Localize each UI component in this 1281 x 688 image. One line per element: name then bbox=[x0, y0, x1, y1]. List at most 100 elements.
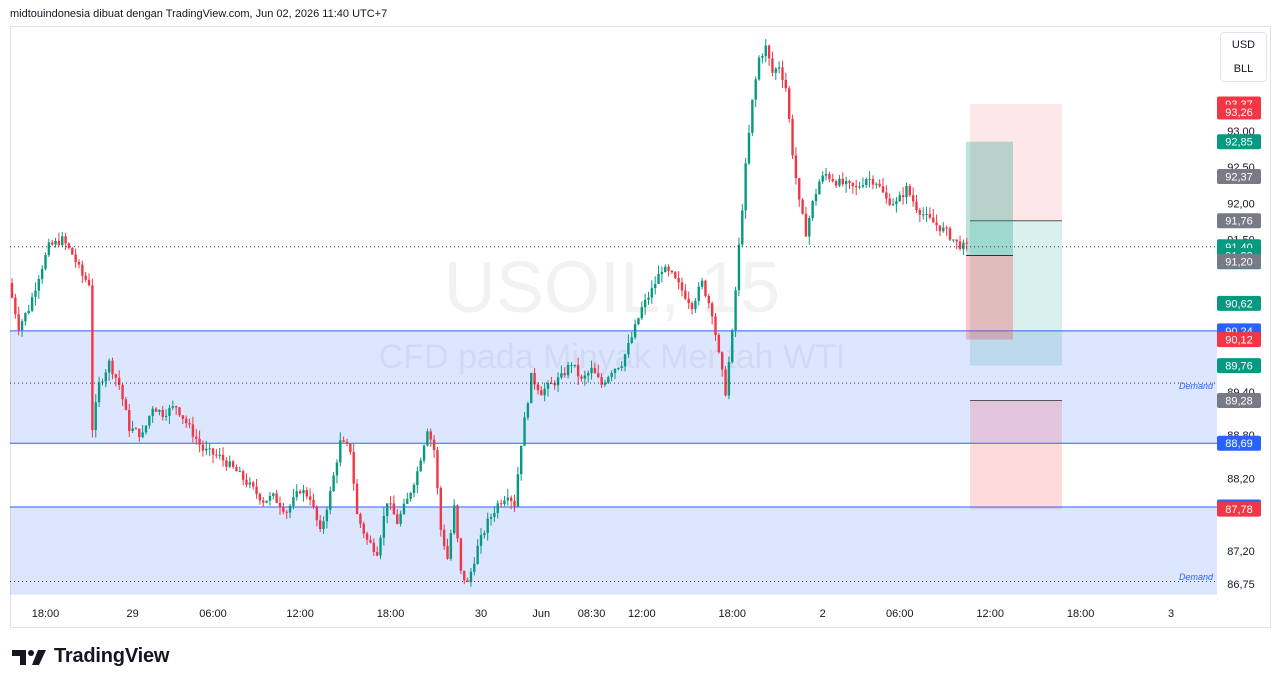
candle bbox=[355, 478, 359, 515]
candle-body bbox=[573, 364, 576, 366]
candle bbox=[560, 365, 563, 380]
candle-body bbox=[141, 432, 144, 438]
candle bbox=[955, 239, 958, 250]
candle-body bbox=[134, 428, 138, 430]
candle bbox=[784, 72, 788, 92]
unit-label[interactable]: BLL bbox=[1233, 63, 1254, 75]
candle-body bbox=[312, 499, 315, 507]
currency-label[interactable]: USD bbox=[1231, 39, 1256, 51]
candle bbox=[952, 239, 955, 243]
candle-body bbox=[121, 384, 124, 400]
candle-body bbox=[875, 183, 878, 185]
x-tick-label: 08:30 bbox=[578, 608, 606, 620]
candle bbox=[362, 521, 365, 539]
candle bbox=[617, 367, 620, 371]
candle bbox=[275, 489, 278, 504]
candle-body bbox=[375, 551, 379, 556]
candle bbox=[613, 368, 617, 379]
candle-body bbox=[523, 417, 526, 446]
candle bbox=[141, 425, 144, 439]
candle-body bbox=[104, 372, 107, 382]
candle bbox=[111, 357, 114, 380]
candle-body bbox=[57, 240, 61, 246]
target-zone-position-1 bbox=[966, 141, 1013, 256]
candle-body bbox=[841, 178, 844, 185]
candle bbox=[138, 428, 141, 442]
candle bbox=[77, 259, 81, 269]
candle bbox=[543, 382, 546, 402]
candle-body bbox=[637, 318, 640, 325]
candle-body bbox=[164, 415, 168, 417]
candle bbox=[798, 177, 801, 207]
candle-body bbox=[560, 373, 563, 378]
candle-body bbox=[205, 448, 208, 451]
stop-zone-position-1 bbox=[966, 255, 1013, 340]
candle bbox=[640, 301, 643, 320]
y-tick-label: 86,75 bbox=[1227, 579, 1255, 591]
candle-body bbox=[788, 88, 791, 119]
candle-body bbox=[416, 471, 419, 486]
candle bbox=[506, 489, 509, 506]
candle-body bbox=[295, 491, 298, 498]
candle bbox=[503, 495, 506, 507]
candle-body bbox=[650, 288, 654, 298]
candle bbox=[178, 406, 181, 417]
candle bbox=[767, 44, 771, 66]
candle bbox=[932, 208, 935, 223]
price-label-background bbox=[1217, 358, 1261, 374]
candle-body bbox=[432, 439, 436, 451]
candle bbox=[958, 235, 962, 251]
candle bbox=[295, 484, 298, 501]
candle-body bbox=[868, 179, 871, 181]
candle bbox=[459, 537, 463, 575]
candle-body bbox=[942, 227, 945, 232]
candle bbox=[131, 420, 134, 433]
candle bbox=[509, 495, 513, 510]
candle-body bbox=[808, 218, 811, 237]
candle-body bbox=[496, 503, 499, 514]
candle bbox=[396, 509, 399, 525]
brand-logo[interactable]: TradingView bbox=[12, 645, 169, 668]
candle bbox=[432, 435, 436, 458]
x-tick-label: 12:00 bbox=[976, 608, 1004, 620]
x-tick-label: 06:00 bbox=[199, 608, 227, 620]
candle bbox=[814, 188, 818, 206]
candle bbox=[824, 168, 828, 181]
candle-body bbox=[798, 178, 801, 200]
candle-body bbox=[643, 299, 647, 308]
candle bbox=[225, 457, 228, 471]
candle-body bbox=[570, 364, 573, 366]
price-label-background bbox=[1217, 104, 1261, 120]
candle bbox=[345, 438, 349, 447]
candle bbox=[17, 306, 20, 336]
candle bbox=[255, 478, 258, 499]
candle-body bbox=[865, 179, 868, 186]
candle-body bbox=[362, 523, 365, 534]
candle-body bbox=[690, 303, 694, 310]
candle-body bbox=[91, 285, 94, 430]
candle bbox=[499, 499, 503, 508]
candle-body bbox=[81, 264, 84, 276]
demand-zone bbox=[10, 507, 1217, 595]
candle-body bbox=[24, 313, 27, 322]
price-label-background bbox=[1217, 435, 1261, 451]
candle-body bbox=[221, 454, 225, 461]
candle bbox=[697, 281, 700, 306]
candle bbox=[107, 358, 111, 381]
candle bbox=[231, 459, 235, 469]
candle-body bbox=[721, 352, 724, 370]
candle bbox=[861, 177, 865, 189]
candle bbox=[731, 328, 734, 364]
candle-body bbox=[563, 373, 566, 376]
candle-body bbox=[67, 243, 71, 248]
currency-unit-selector[interactable]: USD BLL bbox=[1220, 32, 1267, 82]
candle bbox=[694, 298, 697, 313]
candle bbox=[469, 567, 473, 587]
candle-body bbox=[422, 445, 426, 461]
candle-body bbox=[406, 498, 409, 504]
candle bbox=[536, 382, 540, 395]
candle-body bbox=[161, 410, 164, 417]
candle-body bbox=[486, 518, 489, 534]
x-tick-label: 18:00 bbox=[32, 608, 60, 620]
